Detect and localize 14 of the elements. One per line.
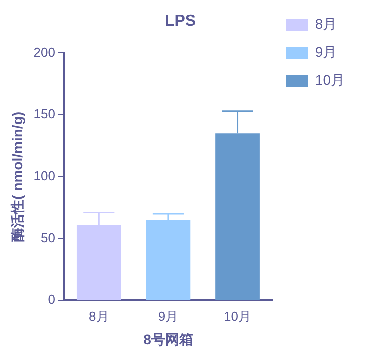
y-tick-label: 50: [41, 230, 56, 246]
x-axis-title: 8号网箱: [144, 331, 194, 348]
x-tick-label: 8月: [89, 308, 110, 324]
legend-label: 9月: [315, 44, 338, 60]
x-tick-label: 9月: [158, 308, 179, 324]
legend-label: 8月: [315, 16, 338, 32]
chart-title: LPS: [164, 13, 196, 30]
legend-label: 10月: [315, 72, 346, 88]
y-tick-label: 100: [34, 168, 56, 184]
y-tick-label: 200: [34, 44, 56, 60]
x-tick-label: 10月: [224, 308, 252, 324]
y-axis-title: 酶活性( nmol/min/g): [9, 112, 26, 242]
y-tick-label: 150: [34, 106, 56, 122]
y-tick-label: 0: [48, 292, 56, 308]
